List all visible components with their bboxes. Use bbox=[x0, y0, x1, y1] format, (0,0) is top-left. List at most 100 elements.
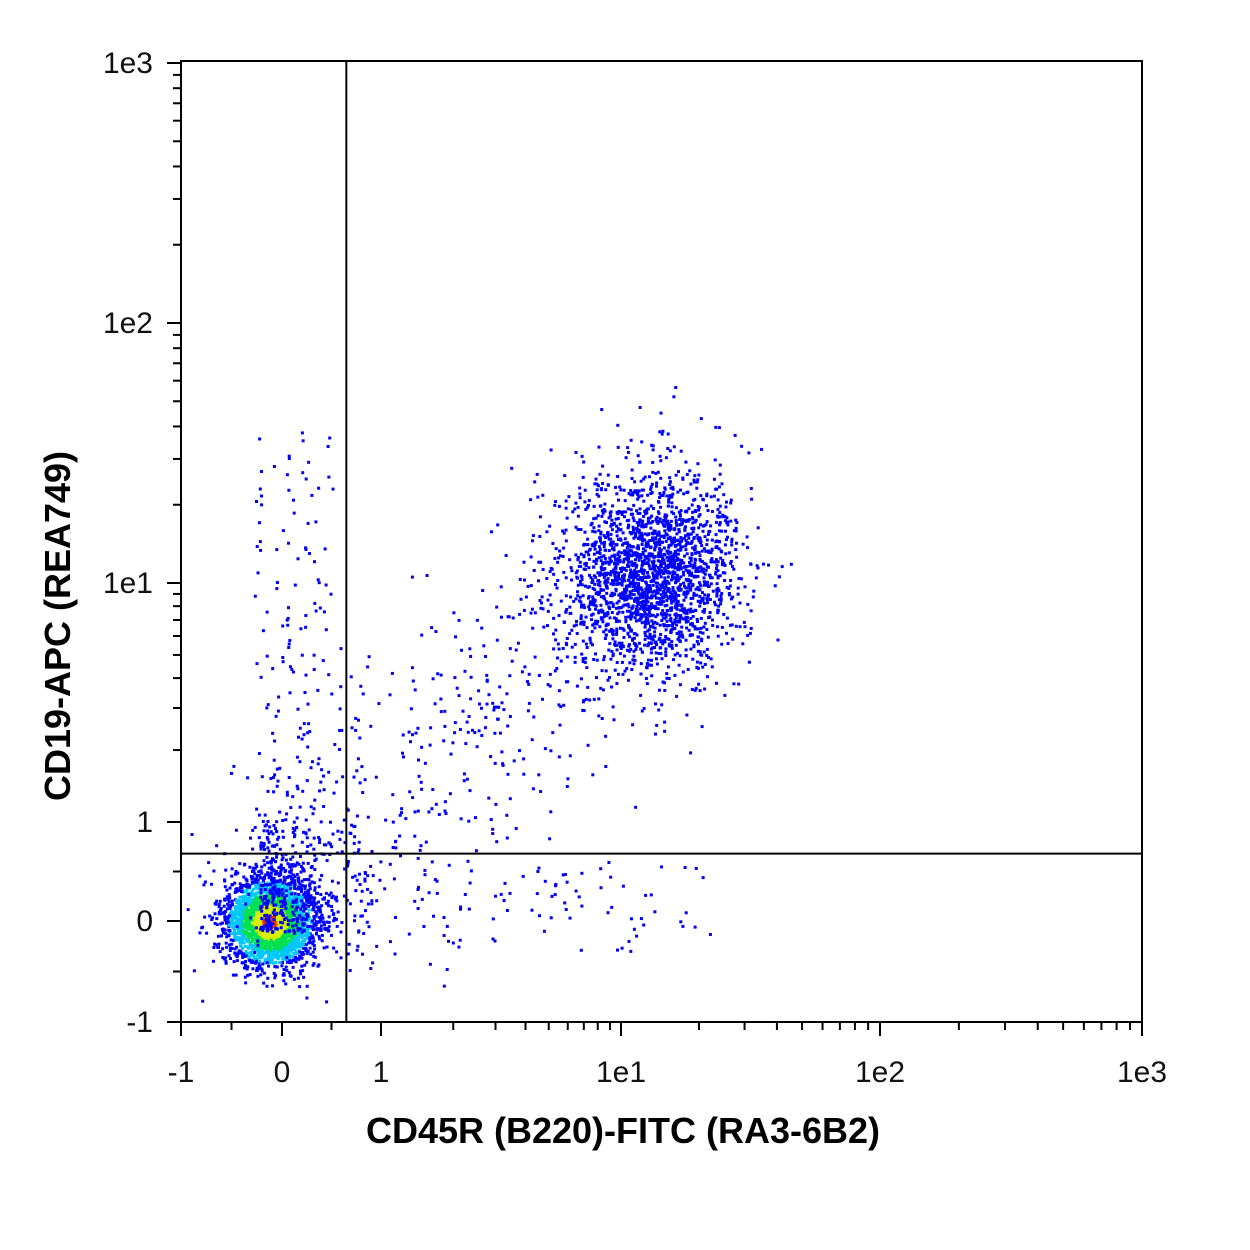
event-dot bbox=[250, 929, 254, 933]
event-dot bbox=[289, 863, 293, 867]
event-dot bbox=[324, 891, 328, 895]
event-dot bbox=[631, 545, 634, 549]
event-dot bbox=[275, 883, 278, 887]
event-dot bbox=[733, 433, 737, 437]
event-dot bbox=[749, 627, 753, 630]
event-dot bbox=[705, 647, 709, 651]
event-dot bbox=[681, 521, 684, 525]
event-dot bbox=[607, 549, 611, 553]
event-dot bbox=[313, 947, 317, 951]
event-dot bbox=[288, 959, 292, 963]
event-dot bbox=[702, 625, 706, 629]
event-dot bbox=[279, 940, 283, 944]
event-dot bbox=[244, 981, 248, 985]
event-dot bbox=[721, 513, 725, 517]
event-dot bbox=[684, 539, 688, 542]
event-dot bbox=[687, 536, 691, 540]
event-dot bbox=[580, 575, 584, 579]
event-dot bbox=[678, 548, 682, 552]
event-dot bbox=[250, 877, 254, 881]
event-dot bbox=[634, 581, 638, 585]
event-dot bbox=[598, 591, 601, 595]
event-dot bbox=[629, 489, 633, 492]
event-dot bbox=[602, 545, 606, 549]
event-dot bbox=[268, 901, 272, 905]
event-dot bbox=[223, 915, 227, 919]
event-dot bbox=[302, 906, 306, 910]
event-dot bbox=[274, 899, 278, 903]
event-dot bbox=[679, 614, 683, 618]
event-dot bbox=[272, 903, 276, 907]
event-dot bbox=[644, 606, 648, 610]
event-dot bbox=[729, 561, 733, 565]
event-dot bbox=[741, 642, 745, 646]
event-dot bbox=[692, 593, 696, 597]
event-dot bbox=[660, 586, 664, 589]
event-dot bbox=[263, 848, 266, 851]
event-dot bbox=[285, 812, 289, 816]
event-dot bbox=[638, 460, 642, 464]
event-dot bbox=[625, 609, 629, 613]
event-dot bbox=[315, 912, 319, 916]
event-dot bbox=[657, 555, 661, 559]
event-dot bbox=[562, 570, 566, 574]
event-dot bbox=[224, 941, 228, 945]
event-dot bbox=[626, 631, 630, 635]
event-dot bbox=[671, 485, 675, 489]
event-dot bbox=[587, 595, 591, 598]
event-dot bbox=[643, 558, 647, 562]
event-dot bbox=[285, 949, 289, 952]
event-dot bbox=[743, 625, 747, 629]
event-dot bbox=[280, 853, 284, 857]
event-dot bbox=[293, 833, 297, 837]
event-dot bbox=[259, 942, 263, 946]
event-dot bbox=[683, 584, 686, 588]
event-dot bbox=[295, 825, 299, 829]
event-dot bbox=[217, 905, 221, 909]
event-dot bbox=[260, 932, 264, 936]
event-dot bbox=[284, 906, 288, 910]
event-dot bbox=[267, 840, 271, 844]
event-dot bbox=[626, 507, 630, 511]
event-dot bbox=[274, 924, 278, 928]
event-dot bbox=[599, 532, 603, 536]
event-dot bbox=[666, 559, 670, 563]
event-dot bbox=[263, 888, 267, 891]
event-dot bbox=[281, 891, 285, 895]
event-dot bbox=[268, 943, 272, 947]
event-dot bbox=[645, 665, 649, 669]
event-dot bbox=[253, 866, 257, 870]
event-dot bbox=[620, 641, 624, 645]
event-dot bbox=[651, 583, 655, 587]
event-dot bbox=[707, 616, 711, 620]
event-dot bbox=[659, 575, 663, 579]
event-dot bbox=[538, 515, 542, 519]
event-dot bbox=[601, 464, 605, 468]
event-dot bbox=[233, 905, 237, 909]
event-dot bbox=[670, 640, 674, 644]
event-dot bbox=[649, 526, 653, 530]
event-dot bbox=[327, 920, 331, 924]
event-dot bbox=[270, 960, 274, 964]
event-dot bbox=[644, 541, 648, 545]
event-dot bbox=[615, 601, 619, 605]
event-dot bbox=[277, 894, 281, 898]
event-dot bbox=[301, 969, 305, 973]
event-dot bbox=[664, 568, 668, 572]
event-dot bbox=[633, 586, 637, 590]
event-dot bbox=[663, 566, 667, 570]
event-dot bbox=[227, 928, 231, 932]
event-dot bbox=[643, 475, 647, 479]
event-dot bbox=[301, 902, 305, 906]
event-dot bbox=[616, 557, 620, 561]
event-dot bbox=[681, 670, 685, 674]
event-dot bbox=[685, 611, 689, 615]
event-dot bbox=[268, 948, 272, 952]
event-dot bbox=[668, 483, 672, 486]
event-dot bbox=[268, 914, 272, 918]
event-dot bbox=[657, 708, 661, 712]
event-dot bbox=[311, 812, 315, 816]
event-dot bbox=[251, 914, 255, 918]
event-dot bbox=[614, 558, 618, 562]
event-dot bbox=[357, 930, 361, 934]
